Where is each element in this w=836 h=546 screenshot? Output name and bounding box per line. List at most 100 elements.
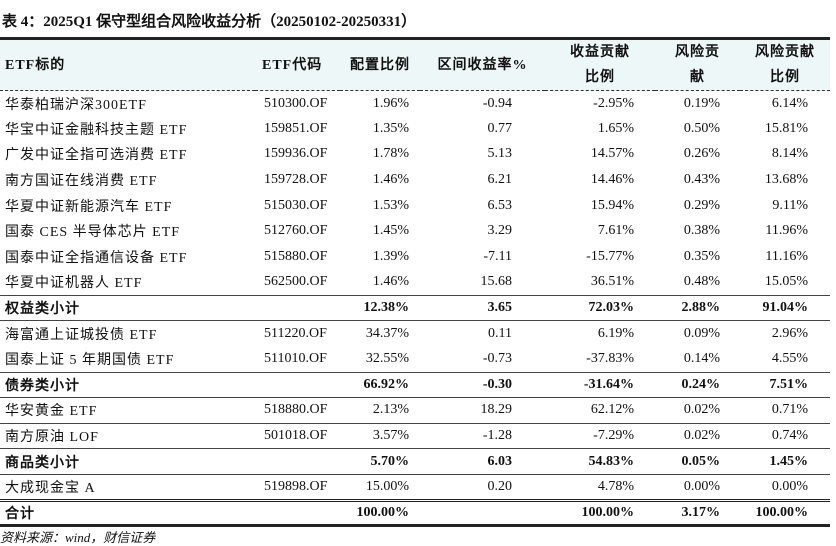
cell-return-contribution: 54.83% [545, 448, 655, 475]
cell-code: 159936.OF [264, 146, 328, 162]
table-title: 表 4：2025Q1 保守型组合风险收益分析（20250102-20250331… [2, 14, 417, 30]
cell-return-contribution: 72.03% [545, 294, 655, 321]
cell-weight: 5.70% [340, 448, 420, 475]
header-risk-contribution-ratio-label: 风险贡献比例 [755, 45, 815, 85]
cell-weight: 1.96% [372, 95, 409, 111]
cell-name: 权益类小计 [0, 294, 255, 321]
cell-return-contribution: 36.51% [590, 274, 634, 290]
cell-weight: 1.78% [372, 146, 409, 162]
cell-code [255, 371, 340, 398]
cell-risk-contribution: 0.71% [740, 397, 830, 424]
cell-risk-contribution: 91.04% [740, 294, 830, 321]
cell-return-contribution: 14.46% [590, 172, 634, 188]
table-row: 南方国证在线消费 ETF 159728.OF 1.46% 6.21 14.46% 0.43… [0, 167, 830, 193]
cell-return: -0.73 [482, 350, 512, 366]
cell-weight: 32.55% [365, 350, 409, 366]
header-risk-contribution: 风险贡献 [655, 38, 740, 91]
cell-code: 510300.OF [264, 95, 328, 111]
cell-risk-contribution: 15.05% [764, 274, 808, 290]
cell-risk: 0.48% [683, 274, 720, 290]
cell-return: 18.29 [420, 397, 545, 424]
cell-risk: 0.00% [655, 473, 740, 500]
cell-risk: 0.29% [683, 197, 720, 213]
source-note: 资料来源：wind，财信证券 [0, 530, 156, 545]
subtotal-row: 权益类小计 12.38% 3.65 72.03% 2.88% 91.04% [0, 294, 830, 321]
cell-return-contribution: 6.19% [545, 320, 655, 347]
cell-return: 0.77 [487, 120, 513, 136]
cell-name: 南方国证在线消费 ETF [5, 174, 158, 190]
table-row: 国泰中证全指通信设备 ETF 515880.OF 1.39% -7.11 -15.77%… [0, 244, 830, 270]
cell-return-contribution: -2.95% [593, 95, 634, 111]
header-risk-contribution-ratio: 风险贡献比例 [740, 38, 830, 91]
cell-risk-contribution: 2.96% [740, 320, 830, 347]
cell-return [420, 498, 545, 528]
cell-risk: 0.14% [683, 350, 720, 366]
cell-weight: 1.46% [372, 172, 409, 188]
cell-risk-contribution: 100.00% [740, 498, 830, 528]
total-row: 合计 100.00% 100.00% 3.17% 100.00% [0, 498, 830, 528]
cell-name: 合计 [0, 498, 255, 528]
cell-code: 515880.OF [264, 248, 328, 264]
cell-return: -7.11 [483, 248, 512, 264]
cell-risk: 0.09% [655, 320, 740, 347]
cell-code: 511220.OF [255, 320, 340, 347]
table-row: 南方原油 LOF 501018.OF 3.57% -1.28 -7.29% 0.02% 0.… [0, 422, 830, 449]
header-risk-contribution-label: 风险贡献 [675, 45, 720, 85]
cell-code: 518880.OF [255, 397, 340, 424]
cell-weight: 15.00% [340, 473, 420, 500]
cell-return-contribution: -7.29% [545, 422, 655, 449]
subtotal-row: 商品类小计 5.70% 6.03 54.83% 0.05% 1.45% [0, 448, 830, 475]
cell-return: -0.94 [482, 95, 512, 111]
table-header-row: ETF标的 ETF代码 配置比例 区间收益率% 收益贡献比例 风险贡献 风险贡献… [0, 38, 830, 91]
cell-name: 债券类小计 [0, 371, 255, 398]
cell-code [255, 448, 340, 475]
cell-risk-contribution: 4.55% [771, 350, 808, 366]
cell-name: 华安黄金 ETF [0, 397, 255, 424]
cell-risk: 0.50% [683, 120, 720, 136]
cell-name: 海富通上证城投债 ETF [0, 320, 255, 347]
header-weight: 配置比例 [340, 38, 420, 91]
header-etf-name: ETF标的 [0, 38, 255, 91]
cell-risk-contribution: 9.11% [772, 197, 808, 213]
header-return-contribution: 收益贡献比例 [545, 38, 655, 91]
cell-return: 3.65 [420, 294, 545, 321]
cell-weight: 1.53% [372, 197, 409, 213]
cell-name: 商品类小计 [0, 448, 255, 475]
cell-return: 6.03 [420, 448, 545, 475]
table-row: 国泰 CES 半导体芯片 ETF 512760.OF 1.45% 3.29 7.61% 0… [0, 218, 830, 244]
table-row: 大成现金宝 A 519898.OF 15.00% 0.20 4.78% 0.00% 0.00… [0, 473, 830, 500]
table-row: 华夏中证新能源汽车 ETF 515030.OF 1.53% 6.53 15.94% 0.2… [0, 193, 830, 219]
table-row: 国泰上证 5 年期国债 ETF 511010.OF 32.55% -0.73 -37.8… [0, 346, 830, 372]
cell-risk-contribution: 0.00% [740, 473, 830, 500]
cell-risk: 0.02% [655, 397, 740, 424]
cell-risk: 3.17% [655, 498, 740, 528]
cell-risk-contribution: 11.16% [765, 248, 808, 264]
cell-code: 501018.OF [255, 422, 340, 449]
table-row: 华夏中证机器人 ETF 562500.OF 1.46% 15.68 36.51% 0.48… [0, 270, 830, 296]
cell-code: 511010.OF [264, 350, 327, 366]
cell-return-contribution: 62.12% [545, 397, 655, 424]
cell-weight: 1.45% [372, 223, 409, 239]
cell-name: 大成现金宝 A [0, 473, 255, 500]
cell-name: 国泰上证 5 年期国债 ETF [5, 352, 175, 368]
cell-name: 华宝中证金融科技主题 ETF [5, 122, 188, 138]
cell-return-contribution: 1.65% [597, 120, 634, 136]
cell-weight: 2.13% [340, 397, 420, 424]
cell-weight: 1.39% [372, 248, 409, 264]
cell-name: 南方原油 LOF [0, 422, 255, 449]
cell-risk-contribution: 11.96% [765, 223, 808, 239]
subtotal-row: 债券类小计 66.92% -0.30 -31.64% 0.24% 7.51% [0, 371, 830, 398]
cell-return-contribution: 7.61% [597, 223, 634, 239]
cell-code: 159851.OF [264, 120, 328, 136]
cell-weight: 12.38% [340, 294, 420, 321]
table-row: 海富通上证城投债 ETF 511220.OF 34.37% 0.11 6.19% 0.09… [0, 320, 830, 347]
risk-return-table: ETF标的 ETF代码 配置比例 区间收益率% 收益贡献比例 风险贡献 风险贡献… [0, 37, 830, 528]
table-row: 华泰柏瑞沪深300ETF 510300.OF 1.96% -0.94 -2.95% 0.1… [0, 91, 830, 117]
cell-code [255, 498, 340, 528]
cell-risk: 0.38% [683, 223, 720, 239]
cell-return-contribution: -15.77% [586, 248, 634, 264]
cell-return-contribution: -31.64% [545, 371, 655, 398]
cell-return: 6.21 [487, 172, 513, 188]
cell-return-contribution: 100.00% [545, 498, 655, 528]
cell-code: 512760.OF [264, 223, 328, 239]
